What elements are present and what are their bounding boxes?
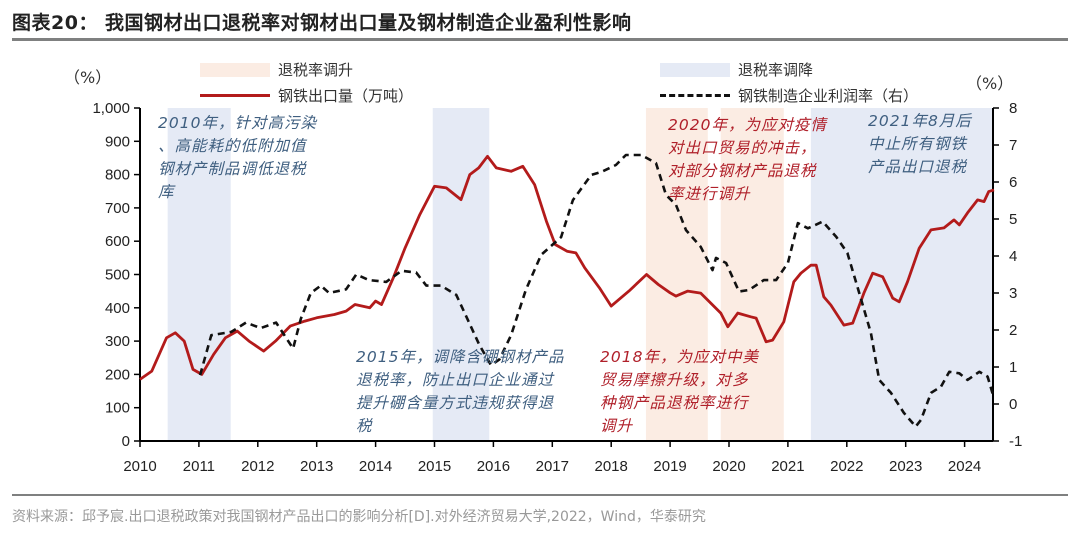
- axes: 0 100 200 300 400 500 600 700 800 900 1,000 -1 0 1 2 3 4…: [92, 100, 1022, 475]
- annotation-line: 贸易摩擦升级，对多: [600, 371, 749, 389]
- right-tick-label: 3: [1009, 285, 1017, 302]
- legend-profit-line: [660, 94, 730, 97]
- annotation-line: 提升硼含量方式违规获得退: [356, 394, 555, 412]
- x-tick-label: 2012: [241, 458, 274, 475]
- left-tick-label: 400: [105, 300, 130, 317]
- annotation-line: 库: [158, 183, 175, 201]
- x-tick-label: 2020: [712, 458, 745, 475]
- legend-cut: 退税率调降: [660, 59, 813, 80]
- right-tick-label: 1: [1009, 359, 1017, 376]
- annotation-line: 、高能耗的低附加值: [158, 137, 307, 155]
- legend-raise-swatch: [200, 62, 270, 77]
- right-tick-label: 5: [1009, 211, 1017, 228]
- annotation-line: 税: [356, 417, 373, 435]
- left-tick-label: 700: [105, 200, 130, 217]
- annotation-2021: 2021年8月后 中止所有钢铁 产品出口退税: [868, 110, 972, 179]
- annotation-line: 率进行调升: [668, 185, 751, 203]
- source-note: 资料来源：邱予宸.出口退税政策对我国钢材产品出口的影响分析[D].对外经济贸易大…: [12, 509, 706, 525]
- legend-profit: 钢铁制造企业利润率（右）: [660, 85, 918, 106]
- legend-profit-label: 钢铁制造企业利润率（右）: [738, 87, 919, 105]
- shaded-band-cut: [167, 108, 231, 441]
- left-tick-label: 100: [105, 400, 130, 417]
- left-tick-label: 600: [105, 233, 130, 250]
- annotation-line: 2015年，调降含硼钢材产品: [356, 348, 565, 366]
- left-tick-label: 800: [105, 167, 130, 184]
- annotation-line: 中止所有钢铁: [868, 135, 968, 153]
- annotation-line: 对出口贸易的冲击，: [668, 139, 817, 157]
- x-tick-label: 2021: [771, 458, 804, 475]
- annotation-line: 产品出口退税: [868, 158, 968, 176]
- annotation-line: 2021年8月后: [868, 112, 972, 130]
- series-lines: [139, 153, 995, 428]
- right-axis-unit: （%）: [966, 74, 1014, 93]
- annotation-2020: 2020年，为应对疫情 对出口贸易的冲击， 对部分钢材产品退税 率进行调升: [668, 114, 827, 206]
- annotation-line: 对部分钢材产品退税: [668, 162, 817, 180]
- annotation-line: 2010年，针对高污染: [158, 114, 317, 132]
- x-tick-label: 2015: [418, 458, 451, 475]
- legend-raise: 退税率调升: [200, 59, 353, 80]
- legend-exports-label: 钢铁出口量（万吨）: [278, 87, 414, 105]
- x-tick-label: 2022: [830, 458, 863, 475]
- x-tick-label: 2011: [183, 458, 215, 475]
- left-tick-label: 1,000: [92, 100, 130, 117]
- left-tick-label: 500: [105, 267, 130, 284]
- right-tick-label: 7: [1009, 137, 1017, 154]
- left-axis-unit: （%）: [64, 68, 112, 87]
- annotation-2015: 2015年，调降含硼钢材产品 退税率，防止出口企业通过 提升硼含量方式违规获得退…: [356, 346, 564, 438]
- series-steel-exports: [139, 154, 995, 381]
- left-tick-label: 900: [105, 133, 130, 150]
- source-divider: [12, 494, 1068, 496]
- legend-cut-label: 退税率调降: [738, 61, 814, 79]
- x-tick-label: 2024: [948, 458, 981, 475]
- chart-title: 图表20： 我国钢材出口退税率对钢材出口量及钢材制造企业盈利性影响: [12, 12, 632, 34]
- x-tick-label: 2016: [477, 458, 510, 475]
- annotation-line: 2018年，为应对中美: [600, 348, 759, 366]
- right-tick-label: 0: [1009, 396, 1017, 413]
- annotation-2010: 2010年，针对高污染 、高能耗的低附加值 钢材产制品调低退税 库: [158, 112, 317, 204]
- left-tick-label: 300: [105, 333, 130, 350]
- shaded-periods: [167, 108, 995, 441]
- annotation-line: 钢材产制品调低退税: [158, 160, 307, 178]
- right-tick-label: -1: [1009, 433, 1022, 450]
- x-tick-label: 2018: [595, 458, 628, 475]
- x-tick-label: 2023: [889, 458, 922, 475]
- right-tick-label: 8: [1009, 100, 1017, 117]
- left-tick-label: 0: [122, 433, 130, 450]
- legend-raise-label: 退税率调升: [278, 61, 354, 79]
- right-tick-label: 6: [1009, 174, 1017, 191]
- x-tick-label: 2013: [300, 458, 333, 475]
- right-tick-label: 2: [1009, 322, 1017, 339]
- title-divider: [12, 38, 1068, 41]
- x-tick-label: 2017: [536, 458, 569, 475]
- annotation-2018: 2018年，为应对中美 贸易摩擦升级，对多 种钢产品退税率进行 调升: [600, 346, 759, 438]
- annotation-line: 2020年，为应对疫情: [668, 116, 827, 134]
- series-profit-margin: [198, 153, 995, 428]
- x-tick-label: 2019: [653, 458, 686, 475]
- left-tick-label: 200: [105, 366, 130, 383]
- legend-exports: 钢铁出口量（万吨）: [200, 85, 413, 106]
- x-tick-label: 2010: [123, 458, 156, 475]
- right-tick-label: 4: [1009, 248, 1017, 265]
- annotation-line: 种钢产品退税率进行: [600, 394, 749, 412]
- legend-exports-line: [200, 94, 270, 97]
- shaded-band-cut: [432, 108, 490, 441]
- annotation-line: 退税率，防止出口企业通过: [356, 371, 555, 389]
- shaded-band-cut: [810, 108, 995, 441]
- annotation-line: 调升: [600, 417, 634, 435]
- legend-cut-swatch: [660, 62, 730, 77]
- x-tick-label: 2014: [359, 458, 392, 475]
